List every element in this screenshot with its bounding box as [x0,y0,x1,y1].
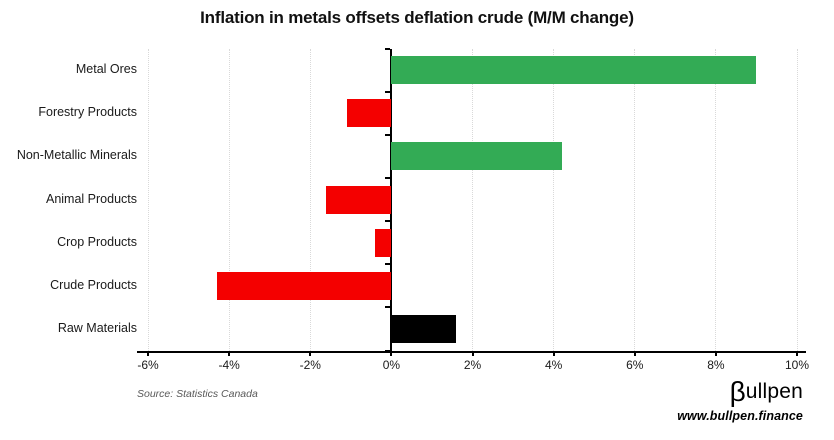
x-axis-tick [228,350,231,356]
x-tick-label: 4% [544,357,563,372]
source-note: Source: Statistics Canada [137,388,258,400]
x-tick-label: 0% [382,357,401,372]
category-label-raw-materials: Raw Materials [57,320,137,335]
x-axis-tick [147,350,149,356]
x-axis-tick [633,350,636,356]
gridline--6% [147,48,149,351]
x-axis-tick [390,350,393,356]
y-axis-tick [385,306,391,309]
x-tick-label: 8% [707,357,725,372]
category-label-animal-products: Animal Products [45,191,137,206]
x-axis-tick [552,350,555,356]
category-label-forestry-products: Forestry Products [38,105,137,120]
bullpen-logo: βullpen www.bullpen.finance [677,378,803,423]
category-label-crude-products: Crude Products [50,277,137,292]
bullpen-logo-wordmark: βullpen [730,378,803,406]
bar-crude-products [216,271,392,300]
beta-glyph: β [729,376,746,407]
category-label-metal-ores: Metal Ores [75,62,137,77]
x-axis-tick [309,350,312,356]
gridline--2% [309,48,311,351]
y-axis-tick [385,90,391,93]
bar-metal-ores [391,56,757,85]
y-axis-tick [385,133,391,136]
y-axis-tick [385,220,391,223]
y-axis-tick [385,263,391,266]
bar-crop-products [375,228,392,257]
y-axis-tick [385,176,391,179]
bar-non-metallic-minerals [391,142,562,171]
chart-title: Inflation in metals offsets deflation cr… [200,8,634,27]
zero-baseline [390,48,393,351]
bullpen-website-link[interactable]: www.bullpen.finance [677,409,803,423]
x-axis-line [137,350,806,353]
gridline--4% [228,48,230,351]
x-tick-label: -6% [137,357,159,372]
bar-raw-materials [391,314,457,343]
x-tick-label: -4% [218,357,240,372]
gridline-4% [553,48,555,351]
x-tick-label: -2% [299,357,321,372]
bar-animal-products [326,185,392,214]
category-label-non-metallic-minerals: Non-Metallic Minerals [16,148,137,163]
x-axis-tick [714,350,717,356]
x-tick-label: 10% [784,357,810,372]
bar-forestry-products [346,99,392,128]
gridline-2% [472,48,473,351]
gridline-10% [796,48,798,351]
gridline-6% [634,48,636,351]
bullpen-logo-text: ullpen [745,380,803,403]
x-axis-tick [471,350,474,356]
x-tick-label: 6% [626,357,644,372]
category-label-crop-products: Crop Products [57,234,137,249]
y-axis-tick [385,47,391,50]
x-tick-label: 2% [463,357,482,372]
gridline-8% [715,48,717,351]
x-axis-tick [796,350,798,356]
